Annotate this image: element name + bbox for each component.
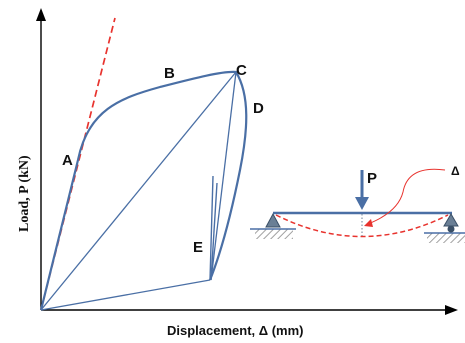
unloading-branch-2 [210, 182, 218, 281]
beam-schematic: P Δ [250, 164, 465, 243]
y-axis-label: Load, P (kN) [17, 155, 32, 232]
roller-wheel-icon [447, 225, 455, 233]
deflection-label: Δ [451, 164, 460, 178]
deflection-leader-arrow-icon [364, 219, 373, 227]
right-ground-hatch [427, 233, 465, 243]
left-ground-hatch [255, 229, 293, 239]
reloading-line-to-c [210, 71, 237, 281]
deflection-leader-line [367, 168, 446, 225]
deflected-shape [275, 214, 449, 238]
pin-support-icon [265, 212, 281, 228]
load-arrow-head-icon [355, 197, 369, 210]
y-axis-arrow-icon [36, 8, 46, 21]
x-axis-arrow-icon [445, 305, 458, 315]
point-label-b: B [164, 65, 175, 82]
point-label-a: A [62, 152, 73, 169]
point-label-d: D [253, 100, 264, 117]
x-axis-label: Displacement, Δ (mm) [167, 323, 304, 338]
point-label-c: C [236, 62, 247, 79]
secant-line-to-c [40, 71, 237, 311]
secant-line-to-e [40, 279, 211, 311]
point-label-e: E [193, 239, 203, 256]
load-label: P [367, 170, 377, 187]
unloading-branch-1 [209, 175, 214, 281]
